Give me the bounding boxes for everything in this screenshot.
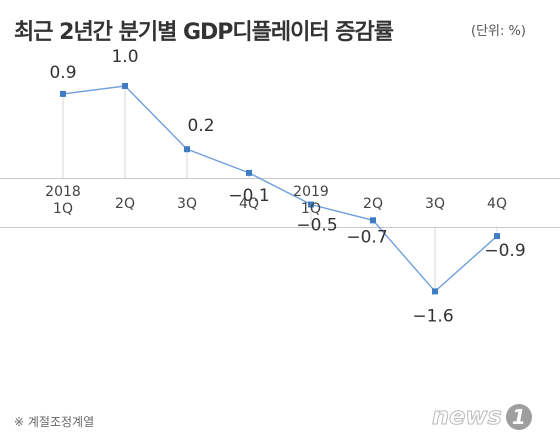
category-label: 2Q	[115, 196, 135, 212]
series-line	[62, 85, 498, 293]
data-point	[246, 169, 252, 176]
news1-logo: news 1	[432, 402, 532, 431]
value-label: 0.9	[49, 63, 76, 83]
data-point	[122, 83, 128, 89]
value-label-group: 0.9 1.0 0.2 −0.1 −0.5 −0.7 −1.6 −0.9	[49, 47, 525, 326]
data-point	[308, 201, 314, 208]
marker-group	[60, 83, 500, 295]
value-label: 1.0	[111, 47, 138, 67]
logo-number: 1	[505, 404, 532, 430]
value-label: −0.7	[346, 227, 387, 247]
data-point	[494, 233, 500, 240]
value-label: −0.9	[484, 241, 525, 261]
category-label: 3Q	[177, 196, 197, 212]
category-label: 1Q	[301, 201, 321, 217]
category-label: 4Q	[239, 196, 259, 212]
logo-text: news	[432, 402, 503, 431]
value-label: 0.2	[187, 116, 214, 136]
category-label: 3Q	[425, 196, 445, 212]
category-label: 2Q	[363, 196, 383, 212]
value-label: −0.5	[296, 216, 337, 236]
series-line-group	[62, 85, 498, 293]
value-label: −1.6	[412, 306, 453, 326]
category-label: 4Q	[487, 196, 507, 212]
data-point	[184, 146, 190, 153]
category-axis-band	[0, 178, 560, 228]
chart-title: 최근 2년간 분기별 GDP디플레이터 증감률	[14, 20, 394, 45]
unit-label: (단위: %)	[471, 24, 526, 39]
category-label: 1Q	[53, 201, 73, 217]
category-label: 2019	[293, 184, 329, 200]
data-point	[432, 288, 438, 295]
data-point	[370, 217, 376, 224]
value-label: −0.1	[228, 186, 269, 206]
footnote: ※ 계절조정계열	[14, 415, 95, 429]
data-point	[60, 90, 66, 97]
category-label: 2018	[45, 184, 81, 200]
